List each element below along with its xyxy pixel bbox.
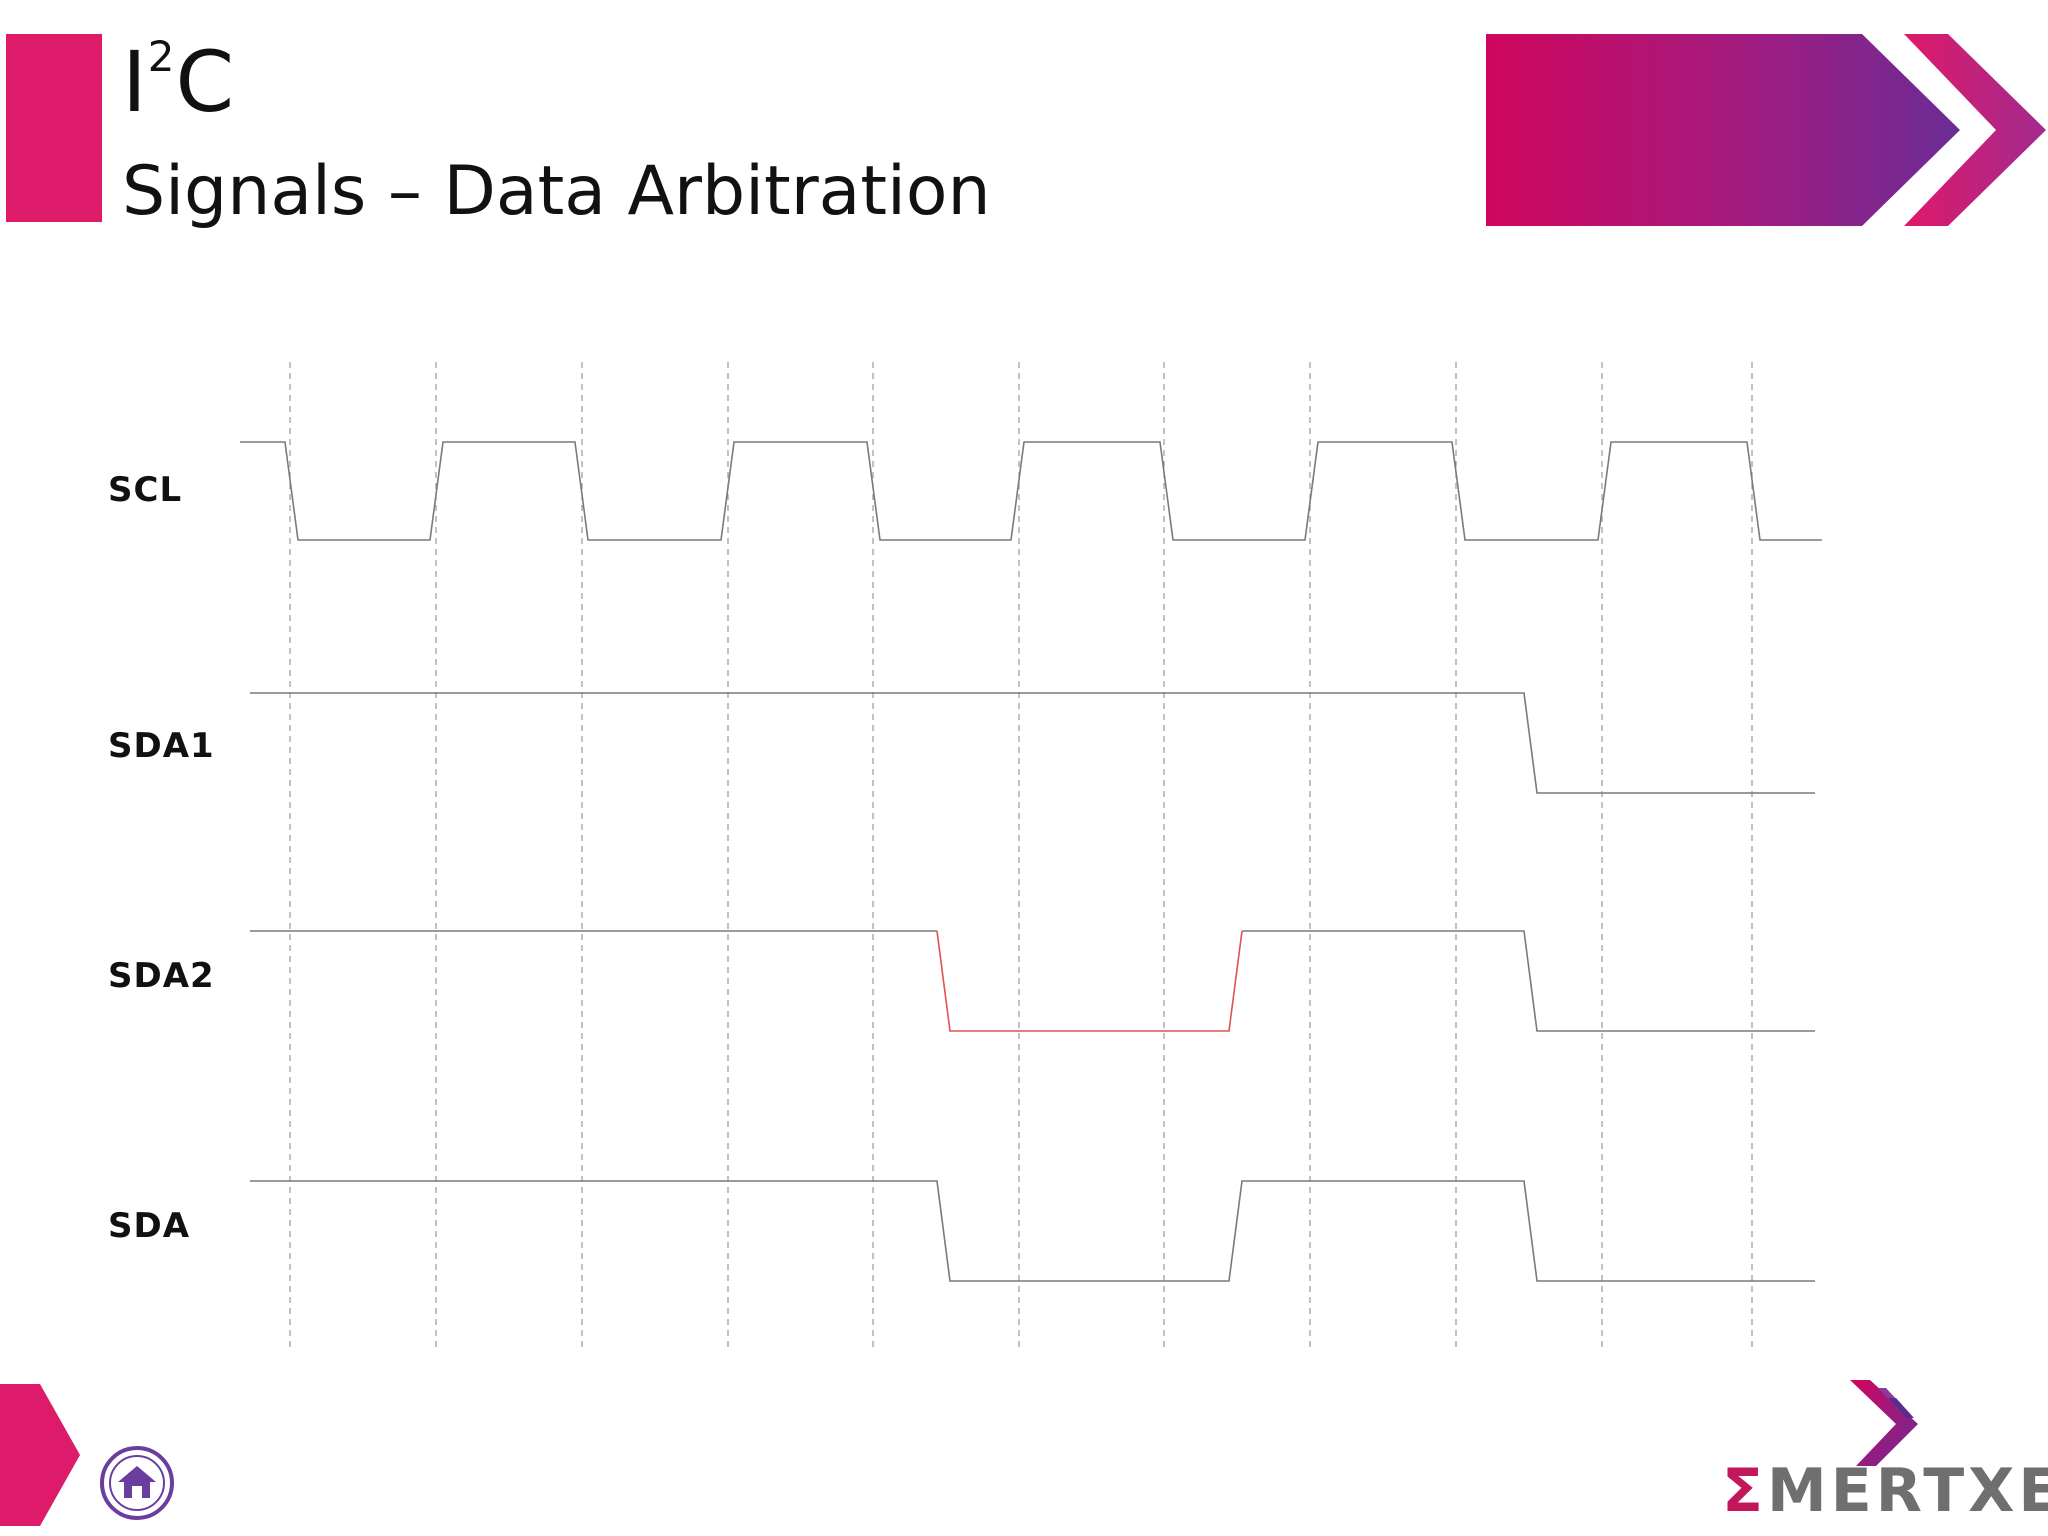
sda2-waveform-tail [1242,930,1815,1032]
page-title: I2C [122,32,236,131]
clock-gridlines [289,362,1753,1350]
sda2-label: SDA2 [108,956,215,996]
emertxe-logo-mark [1850,1380,1918,1466]
header-chevron-banner [1486,34,2046,226]
chevron-right-icon[interactable] [0,1384,82,1526]
scl-waveform [240,441,1822,541]
sda2-arbitration-low [936,930,1243,1032]
sda1-waveform [250,692,1815,794]
sda-label: SDA [108,1206,191,1246]
page-subtitle: Signals – Data Arbitration [122,152,991,231]
scl-label: SCL [108,470,183,510]
home-icon[interactable] [98,1444,176,1522]
sda-waveform [250,1180,1815,1282]
title-accent-bar [6,34,102,222]
emertxe-logo-text: ΣMERTXE [1722,1456,2048,1526]
sda1-label: SDA1 [108,726,215,766]
